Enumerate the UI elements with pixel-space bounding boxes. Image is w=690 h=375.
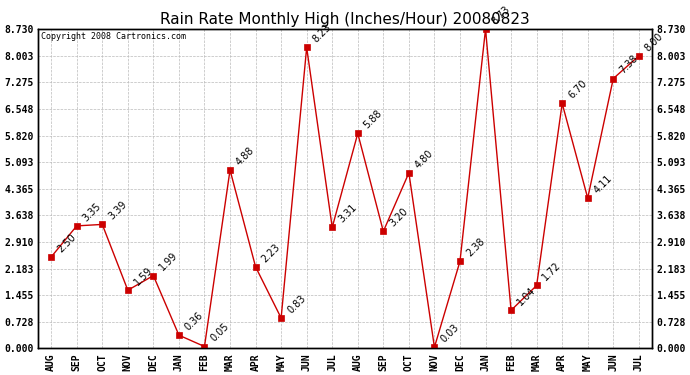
Text: 2.23: 2.23 — [259, 242, 282, 264]
Title: Rain Rate Monthly High (Inches/Hour) 20080823: Rain Rate Monthly High (Inches/Hour) 200… — [160, 12, 530, 27]
Text: 8.23: 8.23 — [310, 22, 333, 45]
Text: 0.83: 0.83 — [285, 293, 308, 315]
Text: 3.20: 3.20 — [388, 206, 410, 229]
Text: 7.38: 7.38 — [618, 54, 640, 76]
Text: 3.35: 3.35 — [81, 201, 104, 223]
Text: 0.36: 0.36 — [183, 310, 206, 332]
Text: 3.31: 3.31 — [337, 202, 359, 225]
Text: 1.99: 1.99 — [157, 251, 179, 273]
Text: 1.04: 1.04 — [515, 285, 538, 308]
Text: 1.72: 1.72 — [541, 260, 563, 283]
Text: 0.03: 0.03 — [439, 322, 461, 345]
Text: 3.39: 3.39 — [106, 200, 128, 222]
Text: 4.80: 4.80 — [413, 148, 435, 170]
Text: 1.59: 1.59 — [132, 265, 155, 288]
Text: 6.70: 6.70 — [566, 78, 589, 101]
Text: 5.88: 5.88 — [362, 108, 384, 130]
Text: 2.38: 2.38 — [464, 236, 486, 259]
Text: 2.50: 2.50 — [55, 232, 78, 254]
Text: 8.73: 8.73 — [490, 4, 512, 27]
Text: 4.11: 4.11 — [592, 173, 614, 195]
Text: 4.88: 4.88 — [234, 145, 257, 167]
Text: 0.05: 0.05 — [208, 321, 231, 344]
Text: 8.00: 8.00 — [643, 31, 665, 53]
Text: Copyright 2008 Cartronics.com: Copyright 2008 Cartronics.com — [41, 32, 186, 41]
